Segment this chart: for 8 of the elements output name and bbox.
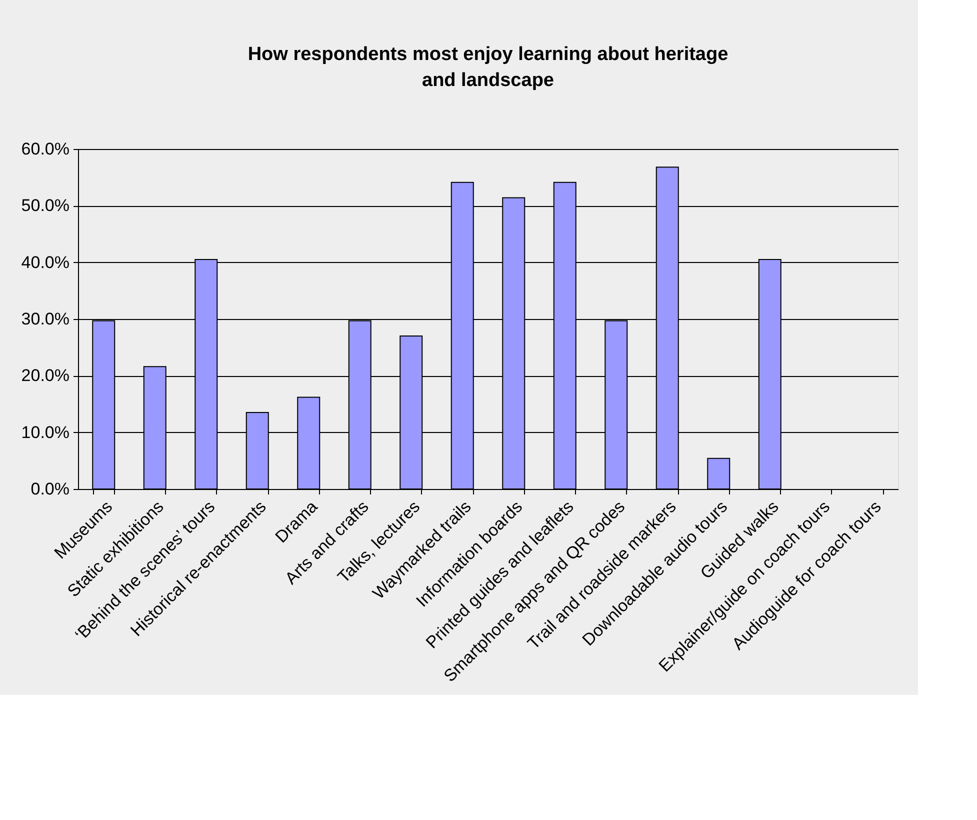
y-tick-label: 0.0% bbox=[30, 480, 70, 498]
y-tick-label: 10.0% bbox=[21, 422, 70, 442]
chart-title: How respondents most enjoy learning about heritage and landscape bbox=[248, 44, 728, 91]
y-tick-label: 40.0% bbox=[21, 252, 70, 272]
y-tick-label: 60.0% bbox=[21, 140, 70, 158]
y-tick-label: 20.0% bbox=[21, 366, 70, 386]
y-tick-label: 30.0% bbox=[21, 310, 70, 328]
y-tick-label: 50.0% bbox=[21, 196, 70, 216]
